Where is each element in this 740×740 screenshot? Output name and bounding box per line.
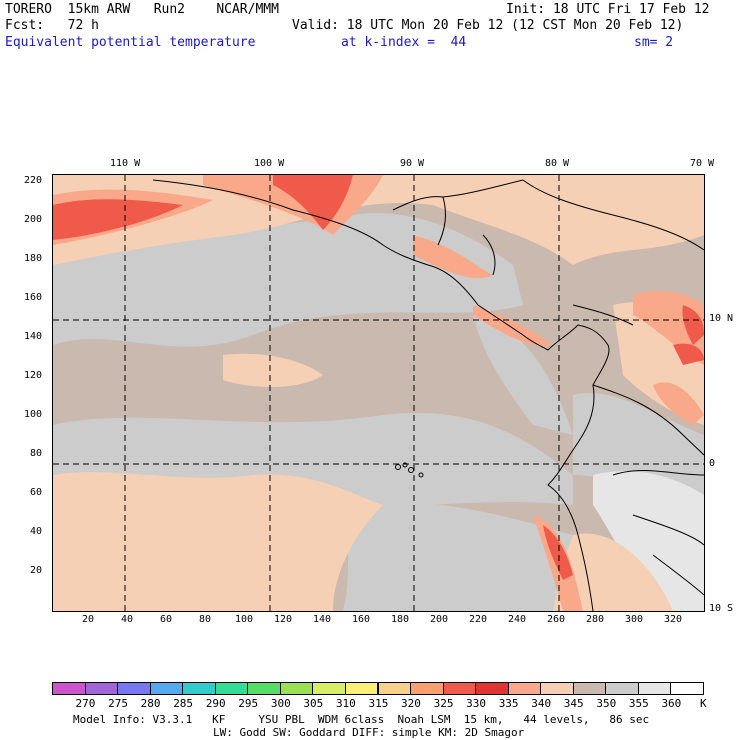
y-tick: 80 [30, 448, 43, 459]
y-tick: 140 [24, 331, 43, 342]
x-tick: 260 [547, 614, 566, 625]
colorbar-swatch [637, 682, 672, 695]
lon-label: 70 W [690, 158, 715, 169]
lat-label: 10 S [709, 603, 734, 614]
forecast-hour: Fcst: 72 h [5, 18, 99, 33]
colorbar-swatch [507, 682, 542, 695]
x-tick: 160 [352, 614, 371, 625]
x-tick: 220 [469, 614, 488, 625]
colorbar-label: 360 [661, 697, 682, 710]
lon-label: 80 W [545, 158, 570, 169]
x-tick: 280 [586, 614, 605, 625]
colorbar-label: 345 [563, 697, 584, 710]
coastlines [152, 179, 704, 611]
colorbar-swatch [247, 682, 281, 695]
colorbar-swatch [344, 682, 379, 695]
valid-time: Valid: 18 UTC Mon 20 Feb 12 (12 CST Mon … [292, 18, 684, 33]
x-tick: 20 [82, 614, 95, 625]
lon-label: 110 W [110, 158, 141, 169]
x-tick: 40 [121, 614, 134, 625]
x-tick: 140 [313, 614, 332, 625]
y-tick: 160 [24, 292, 43, 303]
x-tick: 180 [391, 614, 410, 625]
y-tick: 20 [30, 565, 43, 576]
lon-label: 90 W [400, 158, 425, 169]
colorbar-label: 280 [140, 697, 161, 710]
colorbar-label: 300 [270, 697, 291, 710]
colorbar-label: 315 [368, 697, 389, 710]
field-name: Equivalent potential temperature [5, 35, 256, 50]
colorbar-label: 305 [303, 697, 324, 710]
model-title: TORERO 15km ARW Run2 NCAR/MMM [5, 2, 279, 17]
colorbar-label: K [700, 697, 707, 710]
light-gray-patches [593, 471, 704, 611]
x-tick: 100 [235, 614, 254, 625]
x-tick: 60 [160, 614, 173, 625]
colorbar-label: 310 [335, 697, 356, 710]
red-patches [53, 175, 704, 580]
level-index: at k-index = 44 [341, 35, 467, 50]
colorbar-swatch [312, 682, 346, 695]
colorbar-swatch [377, 682, 412, 695]
physics-info: LW: Godd SW: Goddard DIFF: simple KM: 2D… [213, 726, 525, 739]
colorbar-swatch [214, 682, 249, 695]
colorbar-swatch [84, 682, 119, 695]
colorbar-label: 270 [75, 697, 96, 710]
colorbar-label: 295 [238, 697, 259, 710]
colorbar-swatch [52, 682, 86, 695]
peach-patches [53, 175, 704, 611]
colorbar-label: 320 [401, 697, 421, 710]
model-info: Model Info: V3.3.1 KF YSU PBL WDM 6class… [73, 713, 650, 726]
lon-label: 100 W [254, 158, 285, 169]
graticule [53, 175, 704, 611]
colorbar-label: 350 [596, 697, 617, 710]
y-tick: 100 [24, 409, 43, 420]
y-tick: 60 [30, 487, 43, 498]
x-tick: 300 [625, 614, 644, 625]
colorbar-label: 355 [628, 697, 649, 710]
x-tick: 240 [508, 614, 527, 625]
colorbar-label: 335 [498, 697, 519, 710]
colorbar-label: 275 [108, 697, 128, 710]
colorbar-swatch [442, 682, 477, 695]
x-tick: 120 [274, 614, 293, 625]
x-tick: 80 [199, 614, 212, 625]
colorbar-swatch [149, 682, 184, 695]
smoothing-value: sm= 2 [634, 35, 674, 50]
y-tick: 220 [24, 175, 43, 186]
colorbar-label: 325 [433, 697, 454, 710]
colorbar-swatch [605, 682, 639, 695]
colorbar-swatch [572, 682, 607, 695]
colorbar-swatch [410, 682, 444, 695]
y-tick: 120 [24, 370, 43, 381]
colorbar-swatch [279, 682, 314, 695]
x-tick: 200 [430, 614, 449, 625]
colorbar-swatch [670, 682, 704, 695]
theta-e-map [52, 174, 705, 612]
lat-label: 10 N [709, 313, 734, 324]
lat-label: 0 [709, 458, 716, 469]
init-time: Init: 18 UTC Fri 17 Feb 12 [506, 2, 710, 17]
map-canvas [53, 175, 704, 611]
colorbar-label: 340 [531, 697, 552, 710]
colorbar-label: 285 [173, 697, 194, 710]
x-tick: 320 [664, 614, 683, 625]
colorbar-swatch [117, 682, 151, 695]
colorbar-label: 290 [205, 697, 226, 710]
colorbar-label: 330 [466, 697, 487, 710]
y-tick: 200 [24, 214, 43, 225]
colorbar-swatch [540, 682, 574, 695]
colorbar-swatch [475, 682, 509, 695]
y-tick: 40 [30, 526, 43, 537]
y-tick: 180 [24, 253, 43, 264]
colorbar-swatch [182, 682, 216, 695]
